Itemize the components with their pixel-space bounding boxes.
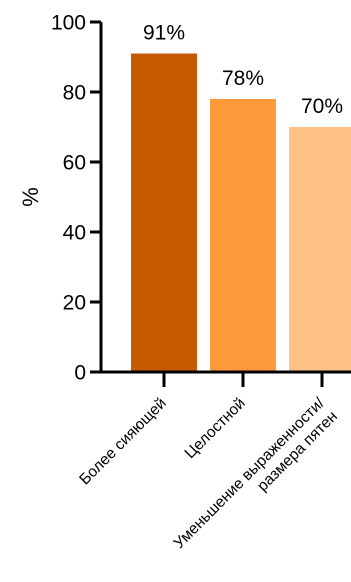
data-label-2: 70%	[301, 95, 343, 118]
y-tick-label-40: 40	[63, 222, 86, 245]
y-tick-label-0: 0	[74, 362, 86, 385]
y-tick-label-20: 20	[63, 292, 86, 315]
category-label-0: Более сияющей	[76, 395, 170, 489]
y-tick-label-60: 60	[63, 152, 86, 175]
bars-layer: 91% 78% 70%	[131, 22, 351, 372]
bar-1	[210, 99, 276, 372]
category-label-1: Целостной	[182, 395, 249, 462]
y-tick-label-100: 100	[51, 12, 86, 35]
y-axis-label: %	[18, 187, 43, 207]
data-label-1: 78%	[222, 67, 264, 90]
bar-0	[131, 53, 197, 372]
bar-2	[289, 127, 351, 372]
y-tick-label-80: 80	[63, 82, 86, 105]
category-label-2: Уменьшение выраженности/размера пятен	[171, 394, 342, 565]
data-label-0: 91%	[143, 22, 185, 45]
